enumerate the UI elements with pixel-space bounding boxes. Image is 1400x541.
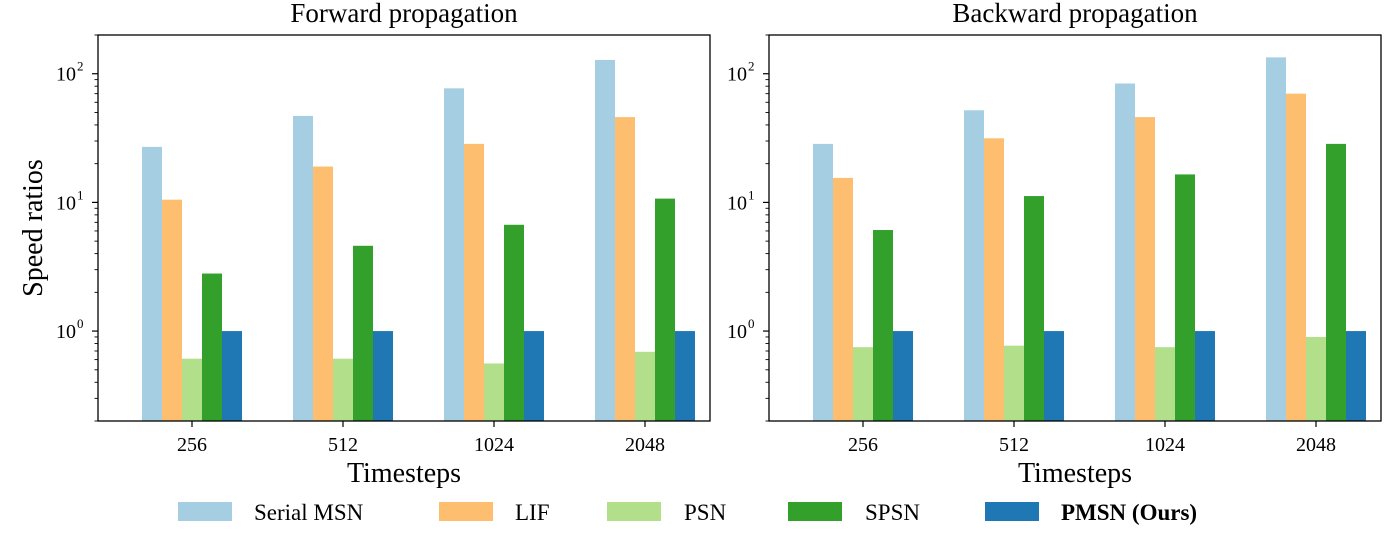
y-tick-label: 10 xyxy=(727,64,747,86)
bar-spsn-256 xyxy=(873,230,893,421)
y-tick-exponent: 2 xyxy=(748,59,755,74)
bar-psn-2048 xyxy=(1306,336,1326,421)
plot-frame xyxy=(97,34,711,422)
y-tick-label: 10 xyxy=(56,321,76,343)
legend-item-spsn: SPSN xyxy=(788,500,920,525)
legend-label: LIF xyxy=(515,500,550,525)
bar-pmsn-ours-2048 xyxy=(675,331,695,421)
bar-spsn-2048 xyxy=(1326,143,1346,421)
bar-psn-1024 xyxy=(484,363,504,421)
bar-spsn-512 xyxy=(1024,196,1044,421)
bar-lif-2048 xyxy=(615,117,635,421)
x-tick-label: 2048 xyxy=(625,434,665,456)
bar-lif-2048 xyxy=(1286,93,1306,422)
bar-pmsn-ours-512 xyxy=(373,331,393,421)
bar-pmsn-ours-2048 xyxy=(1346,331,1366,421)
legend-label: SPSN xyxy=(865,500,920,525)
bar-lif-1024 xyxy=(464,143,484,421)
bars-group xyxy=(813,57,1366,422)
plot-frame xyxy=(768,34,1382,422)
bars-group xyxy=(142,59,695,422)
x-tick-label: 1024 xyxy=(1145,434,1185,456)
panel-title: Forward propagation xyxy=(290,0,518,28)
bar-pmsn-ours-256 xyxy=(893,331,913,421)
x-tick-label: 1024 xyxy=(474,434,514,456)
y-axis-label: Speed ratios xyxy=(18,159,49,297)
y-tick-exponent: 1 xyxy=(748,187,755,202)
bar-serial-msn-1024 xyxy=(1115,83,1135,422)
y-tick-label: 10 xyxy=(56,192,76,214)
bar-lif-256 xyxy=(162,199,182,421)
bar-spsn-1024 xyxy=(504,224,524,421)
y-tick-label: 10 xyxy=(727,192,747,214)
legend-swatch xyxy=(178,502,232,521)
bar-psn-256 xyxy=(853,347,873,421)
x-tick-label: 256 xyxy=(848,434,878,456)
legend-swatch xyxy=(788,502,842,521)
bar-pmsn-ours-512 xyxy=(1044,331,1064,421)
y-tick-exponent: 0 xyxy=(77,316,84,331)
legend-label: Serial MSN xyxy=(254,500,364,525)
legend-swatch xyxy=(439,502,493,521)
x-tick-label: 512 xyxy=(328,434,358,456)
bar-serial-msn-256 xyxy=(813,143,833,421)
bar-psn-2048 xyxy=(635,351,655,421)
y-tick-label: 10 xyxy=(727,321,747,343)
bar-lif-1024 xyxy=(1135,117,1155,421)
legend-item-pmsn-ours: PMSN (Ours) xyxy=(985,500,1197,525)
bar-serial-msn-2048 xyxy=(1266,57,1286,421)
bar-psn-512 xyxy=(1004,345,1024,421)
y-tick-exponent: 2 xyxy=(77,59,84,74)
legend: Serial MSN LIF PSN SPSN PMSN (Ours) xyxy=(178,500,1197,525)
y-tick-exponent: 1 xyxy=(77,187,84,202)
y-tick-label: 10 xyxy=(56,64,76,86)
bar-pmsn-ours-1024 xyxy=(524,331,544,421)
y-tick-exponent: 0 xyxy=(748,316,755,331)
legend-label: PSN xyxy=(684,500,727,525)
bar-psn-1024 xyxy=(1155,347,1175,421)
bar-psn-512 xyxy=(333,358,353,421)
panel-title: Backward propagation xyxy=(952,0,1198,28)
legend-label: PMSN (Ours) xyxy=(1061,500,1197,525)
legend-swatch xyxy=(607,502,661,521)
x-tick-label: 2048 xyxy=(1296,434,1336,456)
bar-spsn-256 xyxy=(202,273,222,421)
bar-spsn-2048 xyxy=(655,198,675,421)
bar-lif-256 xyxy=(833,177,853,421)
bar-serial-msn-512 xyxy=(964,110,984,421)
legend-item-lif: LIF xyxy=(439,500,550,525)
bar-serial-msn-2048 xyxy=(595,59,615,422)
x-tick-label: 256 xyxy=(177,434,207,456)
legend-swatch xyxy=(985,502,1039,521)
bar-spsn-1024 xyxy=(1175,174,1195,421)
forward-propagation-panel: Forward propagation Speed ratios Timeste… xyxy=(18,0,711,489)
bar-serial-msn-512 xyxy=(293,115,313,421)
backward-propagation-panel: Backward propagation Timesteps 256 512 102… xyxy=(727,0,1382,489)
bar-pmsn-ours-256 xyxy=(222,331,242,421)
bar-psn-256 xyxy=(182,358,202,421)
bar-pmsn-ours-1024 xyxy=(1195,331,1215,421)
bar-lif-512 xyxy=(313,166,333,421)
bar-lif-512 xyxy=(984,138,1004,421)
legend-item-serial-msn: Serial MSN xyxy=(178,500,364,525)
bar-serial-msn-256 xyxy=(142,146,162,422)
legend-item-psn: PSN xyxy=(607,500,727,525)
bar-spsn-512 xyxy=(353,245,373,421)
x-axis-label: Timesteps xyxy=(1018,458,1132,489)
x-axis-label: Timesteps xyxy=(347,458,461,489)
x-tick-label: 512 xyxy=(999,434,1029,456)
bar-serial-msn-1024 xyxy=(444,88,464,421)
